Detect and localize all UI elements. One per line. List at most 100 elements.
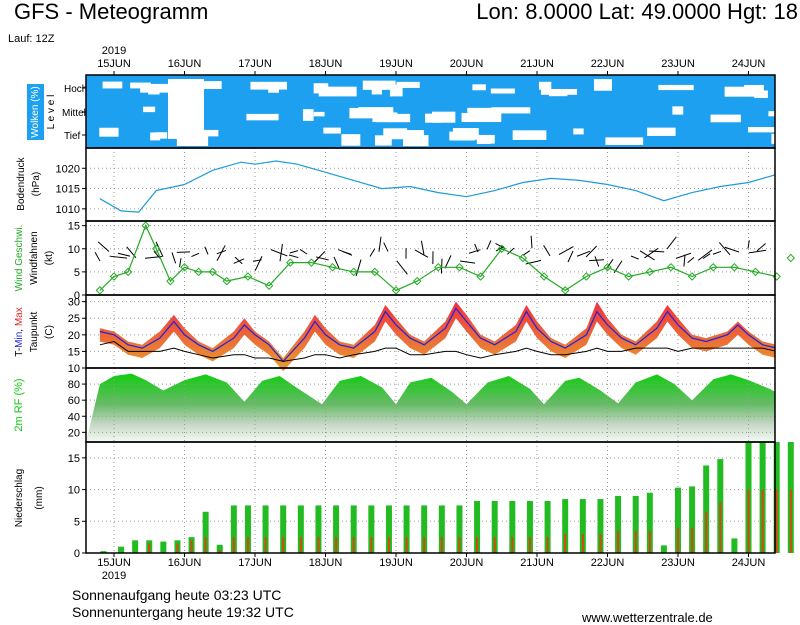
cloud-gap xyxy=(472,84,486,91)
wind-barb xyxy=(683,254,686,267)
cloud-gap xyxy=(406,130,424,141)
wind-barb xyxy=(234,256,243,265)
precip-convective-bar xyxy=(648,530,651,553)
wind-speed-point xyxy=(152,244,161,253)
day-label-bottom: 19JUN xyxy=(379,557,413,569)
wind-barb xyxy=(748,249,767,254)
cloud-gap xyxy=(389,84,403,97)
y-tick-label: 20 xyxy=(68,427,80,439)
precip-total-bar xyxy=(438,505,445,553)
precip-total-bar xyxy=(333,505,340,553)
wind-barb xyxy=(289,250,299,254)
wind-barb xyxy=(369,248,376,257)
precip-total-bar xyxy=(544,500,551,553)
precip-total-bar xyxy=(315,505,322,553)
cloud-gap xyxy=(130,82,151,89)
wind-barb xyxy=(486,240,492,250)
wind-speed-point xyxy=(751,267,760,277)
wind-speed-point xyxy=(264,281,274,290)
cloud-gap xyxy=(374,135,392,146)
precip-total-bar xyxy=(350,505,357,553)
cloud-gap xyxy=(194,81,222,90)
cloud-gap xyxy=(323,127,341,134)
wind-speed-point xyxy=(603,263,612,272)
precip-convective-bar xyxy=(511,537,514,553)
cloud-level-high: Hoch xyxy=(64,84,87,95)
wind-barb xyxy=(216,245,226,262)
precip-convective-bar xyxy=(564,533,567,553)
precip-convective-bar xyxy=(761,489,764,553)
pressure-axis-label: Bodendruck xyxy=(16,156,27,210)
wind-barb xyxy=(702,253,711,259)
y-tick-label: 80 xyxy=(68,379,80,391)
cloud-gap xyxy=(102,81,123,89)
day-label-top: 18JUN xyxy=(309,58,343,70)
wind-speed-point xyxy=(709,263,718,272)
wind-speed-point xyxy=(730,263,739,272)
wind-barb xyxy=(288,254,299,259)
y-tick-label: 5 xyxy=(74,267,80,279)
wind-barb xyxy=(109,255,128,259)
y-tick-label: 1010 xyxy=(56,204,80,216)
website-link[interactable]: www.wetterzentrale.de xyxy=(582,610,713,625)
y-tick-label: 15 xyxy=(68,453,80,465)
wind-speed-point xyxy=(624,272,633,281)
wind-speed-point xyxy=(328,263,337,272)
wind-speed-point xyxy=(243,272,253,281)
y-tick-label: 15 xyxy=(68,221,80,233)
precip-convective-bar xyxy=(232,537,235,553)
wind-speed-point xyxy=(123,267,133,277)
cloud-gap xyxy=(490,88,515,94)
y-tick-label: 15 xyxy=(68,346,80,358)
day-label-bottom: 16JUN xyxy=(168,557,202,569)
precip-convective-bar xyxy=(440,537,443,553)
wind-speed-point xyxy=(518,253,528,263)
y-tick-label: 10 xyxy=(68,244,80,256)
wind-barb xyxy=(459,260,476,264)
precip-total-bar xyxy=(689,486,696,553)
precip-total-bar xyxy=(100,551,107,553)
year-label-bottom: 2019 xyxy=(102,570,126,582)
precip-convective-bar xyxy=(546,537,549,553)
wind-barb xyxy=(153,250,161,259)
precip-convective-bar xyxy=(282,537,285,553)
wind-speed-point xyxy=(476,272,485,281)
y-tick-label: 5 xyxy=(74,516,80,528)
cloud-gap xyxy=(724,86,761,97)
wind-barb xyxy=(630,255,639,260)
day-label-top: 19JUN xyxy=(379,58,413,70)
y-tick-label: 30 xyxy=(68,297,80,309)
precip-total-bar xyxy=(491,500,498,553)
wind-barb xyxy=(97,241,110,252)
precip-convective-bar xyxy=(423,537,426,553)
wind-speed-point xyxy=(539,272,549,281)
day-label-top: 23JUN xyxy=(661,58,695,70)
cloud-gap xyxy=(425,113,442,123)
cloud-gap xyxy=(388,113,411,123)
wind-barb xyxy=(191,252,200,258)
y-tick-label: 0 xyxy=(74,548,80,560)
day-label-top: 22JUN xyxy=(591,58,625,70)
cloud-label-bg xyxy=(27,84,44,140)
precip-total-bar xyxy=(230,505,237,553)
wind-speed-point xyxy=(786,253,796,263)
cloud-gap xyxy=(193,129,219,137)
precip-convective-bar xyxy=(581,533,584,553)
model-run-label: Lauf: 12Z xyxy=(8,33,55,45)
precip-total-bar xyxy=(579,499,586,553)
cloud-gap xyxy=(250,81,287,90)
wind-barb xyxy=(594,256,600,267)
cloud-gap xyxy=(771,133,775,144)
precip-unit-label: (mm) xyxy=(34,486,45,509)
wind-speed-point xyxy=(497,244,506,253)
wind-barb xyxy=(724,246,740,253)
wind-barb xyxy=(589,259,605,262)
cloud-gap xyxy=(246,113,279,121)
precip-total-bar xyxy=(262,505,269,553)
panel-frame xyxy=(85,294,776,369)
precip-total-bar xyxy=(216,544,223,553)
wind-speed-point xyxy=(307,258,316,267)
precip-total-bar xyxy=(632,495,639,553)
pressure-line xyxy=(99,160,775,213)
